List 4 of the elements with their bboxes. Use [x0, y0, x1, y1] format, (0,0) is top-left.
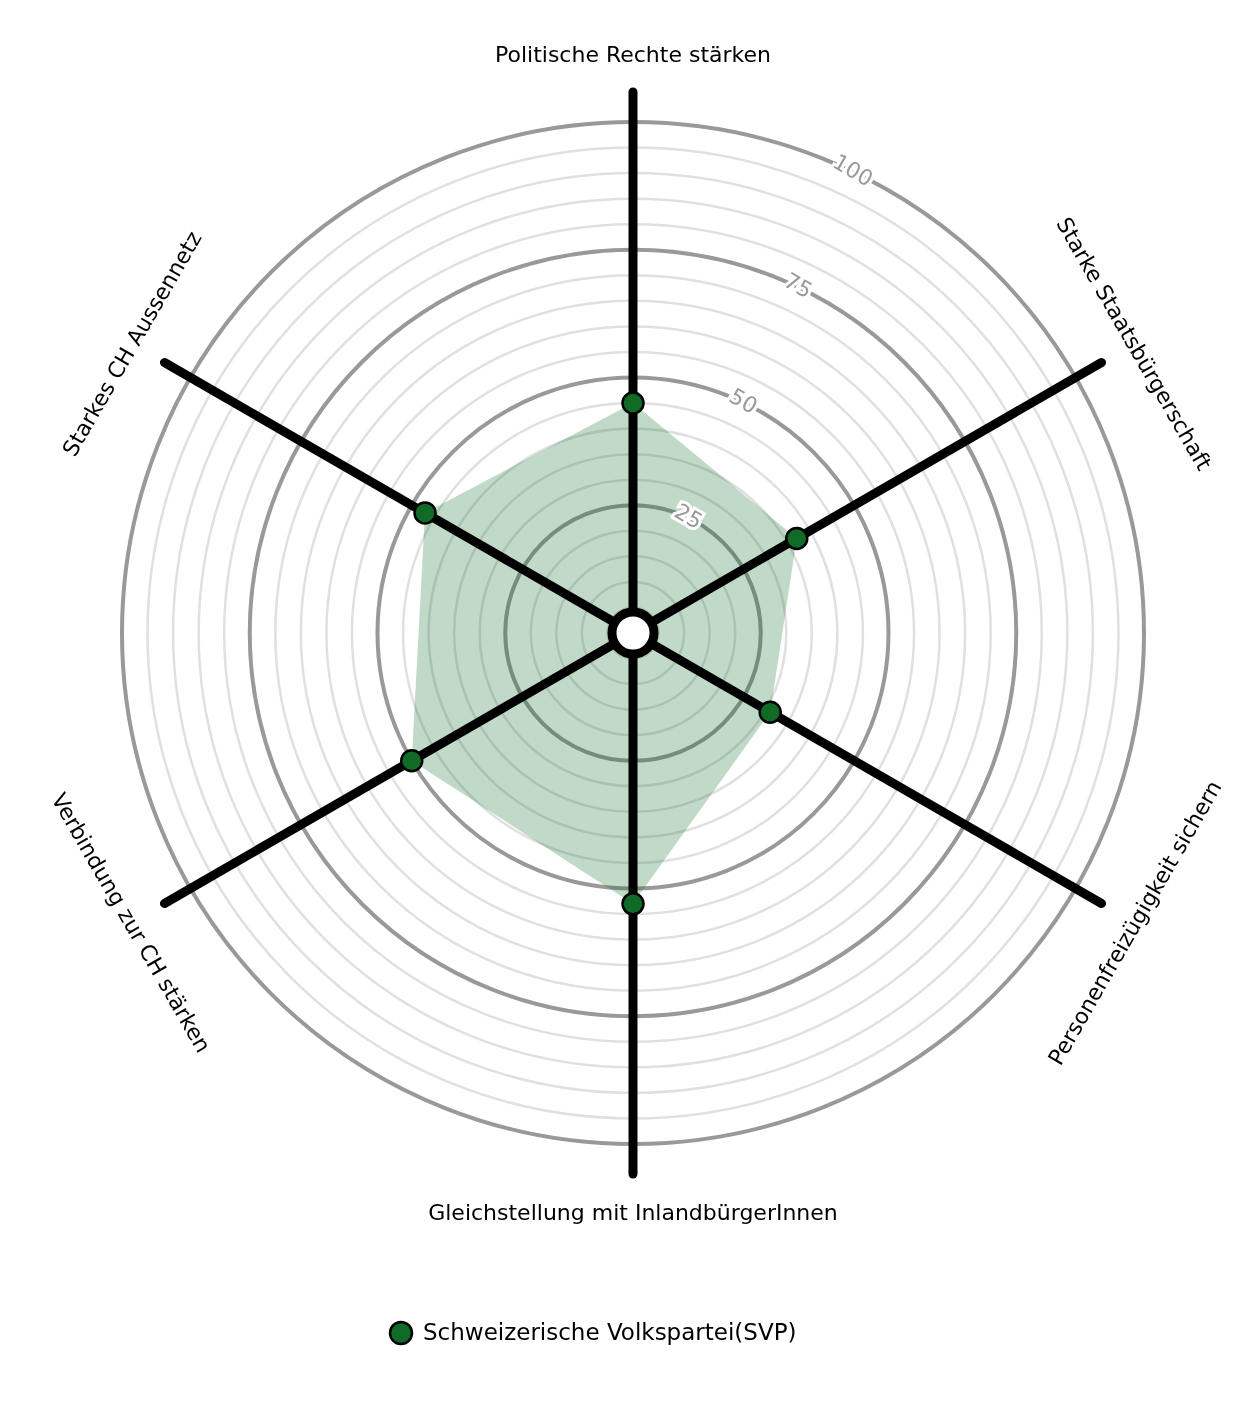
legend-label: Schweizerische Volkspartei(SVP)	[423, 1318, 797, 1345]
spoke-label: Politische Rechte stärken	[494, 42, 772, 67]
y-tick-label: 25	[670, 498, 707, 535]
spoke-label: Gleichstellung mit InlandbürgerInnen	[428, 1200, 838, 1225]
